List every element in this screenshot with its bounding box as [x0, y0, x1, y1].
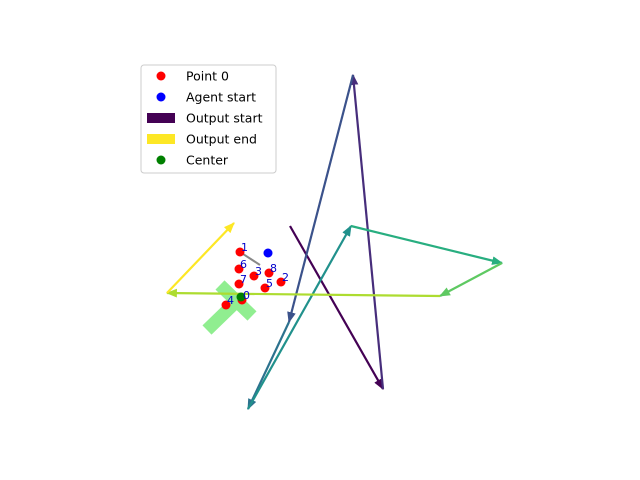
legend-label-2: Output start — [186, 111, 263, 126]
cross-marker — [202, 280, 257, 335]
legend: Point 0 Agent start Output start Output end… — [140, 64, 277, 174]
point-label-1: 1 — [241, 241, 248, 254]
arrow-3 — [247, 321, 290, 410]
legend-label-4: Center — [186, 153, 229, 168]
point-label-3: 3 — [255, 265, 262, 278]
arrow-6 — [439, 262, 503, 297]
point-label-7: 7 — [240, 273, 247, 286]
legend-label-3: Output end — [186, 132, 257, 147]
center-point — [236, 292, 246, 302]
cross-arm-1 — [202, 294, 244, 335]
legend-label-1: Agent start — [186, 90, 256, 105]
point-label-0: 0 — [243, 289, 250, 302]
point-2 — [276, 277, 286, 287]
legend-swatch-1 — [156, 92, 166, 102]
legend-swatch-4 — [156, 155, 166, 165]
point-label-8: 8 — [270, 262, 277, 275]
arrow-2 — [287, 74, 355, 324]
point-series: 0 1 2 3 4 5 6 7 8 — [221, 241, 289, 310]
point-8 — [264, 268, 274, 278]
arrow-series — [165, 73, 504, 410]
legend-swatch-2 — [147, 113, 175, 123]
arrow-1 — [349, 73, 385, 390]
point-label-6: 6 — [240, 258, 247, 271]
arrow-8 — [166, 222, 235, 294]
arrow-7 — [165, 288, 441, 298]
legend-box — [140, 64, 277, 174]
point-3 — [249, 271, 259, 281]
point-4 — [221, 300, 231, 310]
point-label-2: 2 — [282, 271, 289, 284]
point-1 — [235, 247, 245, 257]
legend-swatch-0 — [156, 71, 166, 81]
point-label-4: 4 — [227, 294, 234, 307]
point-label-5: 5 — [266, 277, 273, 290]
arrow-4 — [247, 225, 352, 410]
point-7 — [234, 279, 244, 289]
arrow-5 — [350, 224, 504, 265]
arrow-0 — [289, 225, 384, 390]
legend-swatch-3 — [147, 134, 175, 144]
point-6 — [234, 264, 244, 274]
point-5 — [260, 283, 270, 293]
legend-label-0: Point 0 — [186, 69, 229, 84]
agent-start-point — [263, 248, 273, 258]
